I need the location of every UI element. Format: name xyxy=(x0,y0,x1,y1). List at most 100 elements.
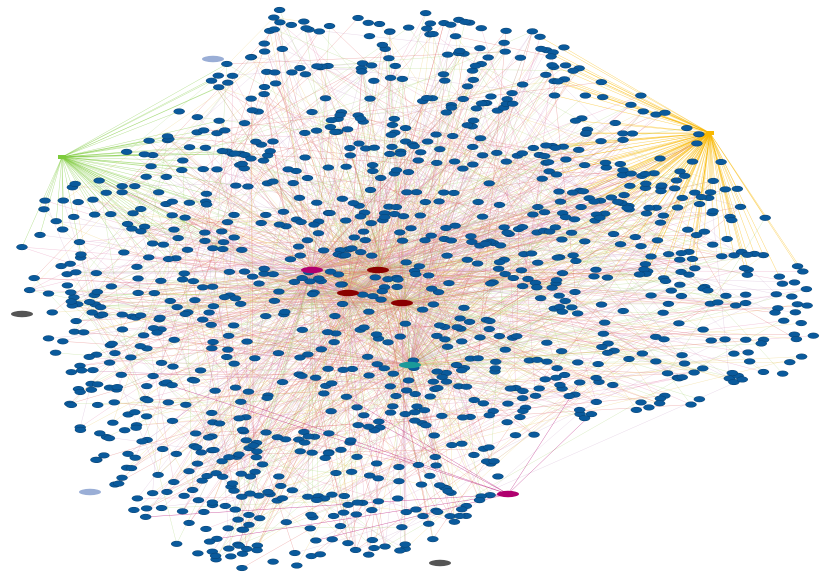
node xyxy=(326,491,338,498)
node xyxy=(612,198,624,205)
edge xyxy=(311,269,630,360)
edge xyxy=(205,147,313,271)
node xyxy=(431,368,443,375)
edge xyxy=(416,192,455,522)
node xyxy=(70,269,82,276)
node xyxy=(657,309,669,316)
edge xyxy=(472,126,523,228)
node xyxy=(139,513,152,520)
node xyxy=(207,338,219,346)
node xyxy=(693,131,705,138)
node xyxy=(419,199,432,206)
node xyxy=(217,246,229,253)
node xyxy=(504,385,517,392)
node xyxy=(222,79,234,86)
node xyxy=(690,232,703,239)
edge xyxy=(164,383,509,495)
edge xyxy=(272,181,379,271)
node xyxy=(143,137,155,144)
edge xyxy=(182,279,349,294)
node xyxy=(656,182,668,189)
edge xyxy=(401,255,574,304)
edge xyxy=(166,269,313,493)
node xyxy=(419,10,432,17)
node xyxy=(345,437,357,444)
node xyxy=(728,252,740,259)
node xyxy=(253,515,266,522)
node xyxy=(61,282,74,289)
node xyxy=(151,329,163,336)
edge xyxy=(75,240,308,273)
node xyxy=(241,338,253,345)
node xyxy=(410,506,422,513)
edge xyxy=(211,292,349,349)
node xyxy=(637,108,650,115)
node xyxy=(410,271,422,278)
node xyxy=(769,309,781,316)
edge xyxy=(401,259,468,304)
edge xyxy=(409,98,464,366)
node xyxy=(477,400,490,407)
hub-node xyxy=(497,490,519,498)
node xyxy=(90,270,103,277)
node xyxy=(479,240,492,247)
node xyxy=(337,509,350,516)
node xyxy=(572,146,585,153)
edge xyxy=(215,292,349,560)
node xyxy=(216,458,228,465)
node xyxy=(448,189,460,196)
node xyxy=(474,45,486,52)
node xyxy=(705,337,717,344)
node xyxy=(354,249,367,256)
node xyxy=(296,326,309,333)
node xyxy=(556,308,569,315)
node xyxy=(387,403,399,410)
node xyxy=(243,521,255,528)
node xyxy=(597,330,610,337)
edge xyxy=(347,65,396,294)
node xyxy=(387,370,400,377)
edge xyxy=(106,436,257,458)
edge xyxy=(242,19,460,554)
node xyxy=(287,180,299,187)
node xyxy=(539,376,551,383)
nodes xyxy=(16,6,820,572)
edge xyxy=(377,125,468,271)
edge xyxy=(122,329,177,544)
edge xyxy=(401,209,630,304)
edge xyxy=(288,169,722,257)
node xyxy=(173,108,185,115)
node xyxy=(91,381,104,388)
edge xyxy=(311,257,558,271)
edge xyxy=(194,300,342,450)
node xyxy=(267,558,279,565)
node xyxy=(176,167,188,174)
node xyxy=(430,131,442,138)
node xyxy=(305,511,317,518)
node xyxy=(334,111,346,119)
node xyxy=(636,350,649,357)
edge xyxy=(311,198,343,271)
node xyxy=(675,292,688,300)
edge xyxy=(409,147,534,366)
node xyxy=(107,419,119,426)
node xyxy=(366,252,378,259)
node xyxy=(251,547,263,554)
edge xyxy=(334,132,349,294)
node xyxy=(623,355,635,363)
node xyxy=(304,525,316,532)
node xyxy=(516,283,529,290)
node xyxy=(228,360,240,367)
node xyxy=(575,203,587,211)
node xyxy=(258,84,271,91)
edge xyxy=(643,183,647,270)
node xyxy=(314,551,327,558)
edge xyxy=(291,72,742,253)
node xyxy=(183,468,195,475)
hub-node xyxy=(429,559,451,567)
node xyxy=(304,278,316,285)
node xyxy=(286,487,299,494)
edge xyxy=(308,272,411,366)
node xyxy=(330,469,342,477)
